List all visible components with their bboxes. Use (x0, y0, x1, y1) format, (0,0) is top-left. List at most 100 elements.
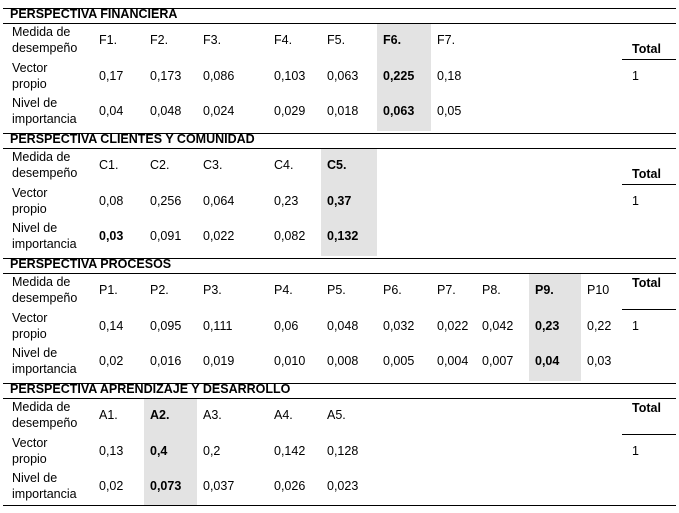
row-label-level-2: importancia (12, 362, 77, 376)
total-rule (622, 59, 676, 60)
measure-code: P8. (482, 283, 501, 297)
table-bottom-rule (3, 505, 676, 506)
row-label-level-1: Nivel de (12, 96, 58, 110)
row-label-vector-1: Vector (12, 186, 48, 200)
importance-value: 0,022 (203, 229, 235, 243)
measure-code: P9. (535, 283, 554, 297)
vector-value: 0,23 (274, 194, 299, 208)
vector-value: 0,128 (327, 444, 359, 458)
measure-code: A4. (274, 408, 293, 422)
measure-code: P7. (437, 283, 456, 297)
importance-value: 0,026 (274, 479, 306, 493)
measure-code: A5. (327, 408, 346, 422)
section-title: PERSPECTIVA APRENDIZAJE Y DESARROLLO (10, 382, 291, 396)
highlight-column (144, 398, 197, 506)
measure-code: P2. (150, 283, 169, 297)
row-label-measure-1: Medida de (12, 150, 71, 164)
importance-value: 0,016 (150, 354, 182, 368)
row-label-level-1: Nivel de (12, 471, 58, 485)
row-label-vector-2: propio (12, 77, 47, 91)
vector-value: 0,042 (482, 319, 514, 333)
importance-value: 0,023 (327, 479, 359, 493)
vector-value: 0,103 (274, 69, 306, 83)
total-rule (622, 309, 676, 310)
row-label-measure-2: desempeño (12, 291, 78, 305)
measure-code: A2. (150, 408, 170, 422)
total-value: 1 (632, 444, 639, 458)
vector-value: 0,142 (274, 444, 306, 458)
total-header: Total (632, 42, 661, 56)
importance-value: 0,024 (203, 104, 235, 118)
section-rule (3, 133, 676, 134)
total-value: 1 (632, 69, 639, 83)
vector-value: 0,032 (383, 319, 415, 333)
total-rule (622, 184, 676, 185)
importance-value: 0,005 (383, 354, 415, 368)
measure-code: C1. (99, 158, 119, 172)
vector-value: 0,08 (99, 194, 124, 208)
importance-value: 0,05 (437, 104, 462, 118)
importance-value: 0,091 (150, 229, 182, 243)
vector-value: 0,13 (99, 444, 124, 458)
row-label-measure-1: Medida de (12, 275, 71, 289)
total-value: 1 (632, 319, 639, 333)
importance-value: 0,018 (327, 104, 359, 118)
vector-value: 0,14 (99, 319, 124, 333)
measure-code: P1. (99, 283, 118, 297)
total-header: Total (632, 167, 661, 181)
section-title: PERSPECTIVA FINANCIERA (10, 7, 178, 21)
row-label-vector-2: propio (12, 327, 47, 341)
measure-code: P3. (203, 283, 222, 297)
vector-value: 0,095 (150, 319, 182, 333)
importance-value: 0,048 (150, 104, 182, 118)
measure-code: F1. (99, 33, 118, 47)
row-label-level-2: importancia (12, 487, 77, 501)
importance-value: 0,019 (203, 354, 235, 368)
measure-code: F7. (437, 33, 456, 47)
row-label-vector-1: Vector (12, 311, 48, 325)
measure-code: C4. (274, 158, 294, 172)
measure-code: F6. (383, 33, 402, 47)
importance-value: 0,03 (587, 354, 612, 368)
measure-code: F5. (327, 33, 346, 47)
highlight-column (321, 148, 377, 256)
measure-code: C3. (203, 158, 223, 172)
vector-value: 0,048 (327, 319, 359, 333)
total-value: 1 (632, 194, 639, 208)
importance-value: 0,010 (274, 354, 306, 368)
importance-value: 0,082 (274, 229, 306, 243)
measure-code: A3. (203, 408, 222, 422)
vector-value: 0,111 (203, 319, 233, 333)
row-label-level-1: Nivel de (12, 221, 58, 235)
importance-value: 0,037 (203, 479, 235, 493)
measure-code: C5. (327, 158, 347, 172)
vector-value: 0,225 (383, 69, 415, 83)
importance-value: 0,132 (327, 229, 359, 243)
vector-value: 0,064 (203, 194, 235, 208)
row-label-vector-1: Vector (12, 436, 48, 450)
measure-code: P6. (383, 283, 402, 297)
total-rule (622, 434, 676, 435)
row-label-measure-1: Medida de (12, 400, 71, 414)
measure-code: P5. (327, 283, 346, 297)
measure-code: P4. (274, 283, 293, 297)
section-rule (3, 383, 676, 384)
section-rule (3, 8, 676, 9)
total-header: Total (632, 276, 661, 290)
vector-value: 0,022 (437, 319, 469, 333)
measure-code: F3. (203, 33, 222, 47)
row-label-measure-2: desempeño (12, 416, 78, 430)
title-rule (3, 398, 676, 399)
vector-value: 0,37 (327, 194, 352, 208)
importance-value: 0,04 (535, 354, 560, 368)
vector-value: 0,173 (150, 69, 182, 83)
row-label-level-2: importancia (12, 112, 77, 126)
measure-code: F4. (274, 33, 293, 47)
vector-value: 0,2 (203, 444, 221, 458)
section-title: PERSPECTIVA CLIENTES Y COMUNIDAD (10, 132, 255, 146)
row-label-vector-2: propio (12, 452, 47, 466)
vector-value: 0,063 (327, 69, 359, 83)
row-label-measure-2: desempeño (12, 41, 78, 55)
highlight-column (529, 273, 581, 381)
importance-value: 0,03 (99, 229, 124, 243)
